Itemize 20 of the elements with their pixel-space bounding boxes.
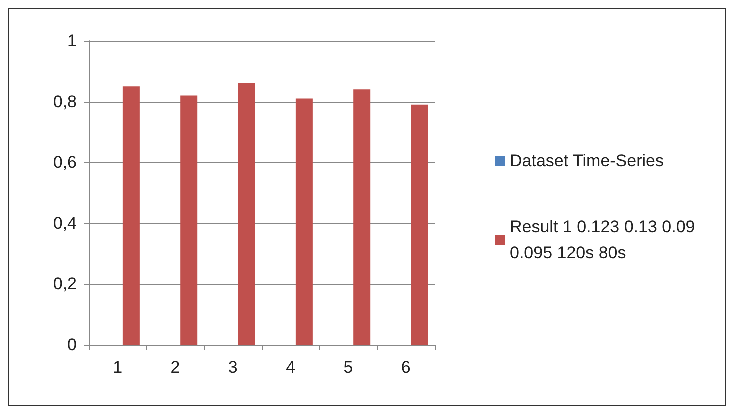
bar xyxy=(354,90,371,345)
bar xyxy=(238,84,256,345)
x-tick-label: 6 xyxy=(401,358,411,377)
y-tick-label: 0,6 xyxy=(53,153,77,172)
bar xyxy=(411,104,428,345)
x-tick-label: 3 xyxy=(228,358,238,377)
x-tick-label: 1 xyxy=(113,358,123,377)
legend-label: Dataset Time-Series xyxy=(510,152,664,170)
x-tick-label: 2 xyxy=(170,358,180,377)
bar xyxy=(122,86,140,345)
y-tick-label: 0,4 xyxy=(53,214,77,233)
legend-label: Result 1 0.123 0.13 0.09 0.095 120s 80s xyxy=(510,218,700,262)
y-tick-label: 0,8 xyxy=(53,92,77,112)
y-tick-label: 0,2 xyxy=(53,274,77,294)
y-tick-label: 1 xyxy=(68,32,77,50)
x-tick-label: 5 xyxy=(344,358,354,377)
bar xyxy=(180,96,198,345)
bar xyxy=(296,98,313,345)
x-tick-label: 4 xyxy=(286,358,296,377)
y-tick-label: 0 xyxy=(68,336,77,354)
